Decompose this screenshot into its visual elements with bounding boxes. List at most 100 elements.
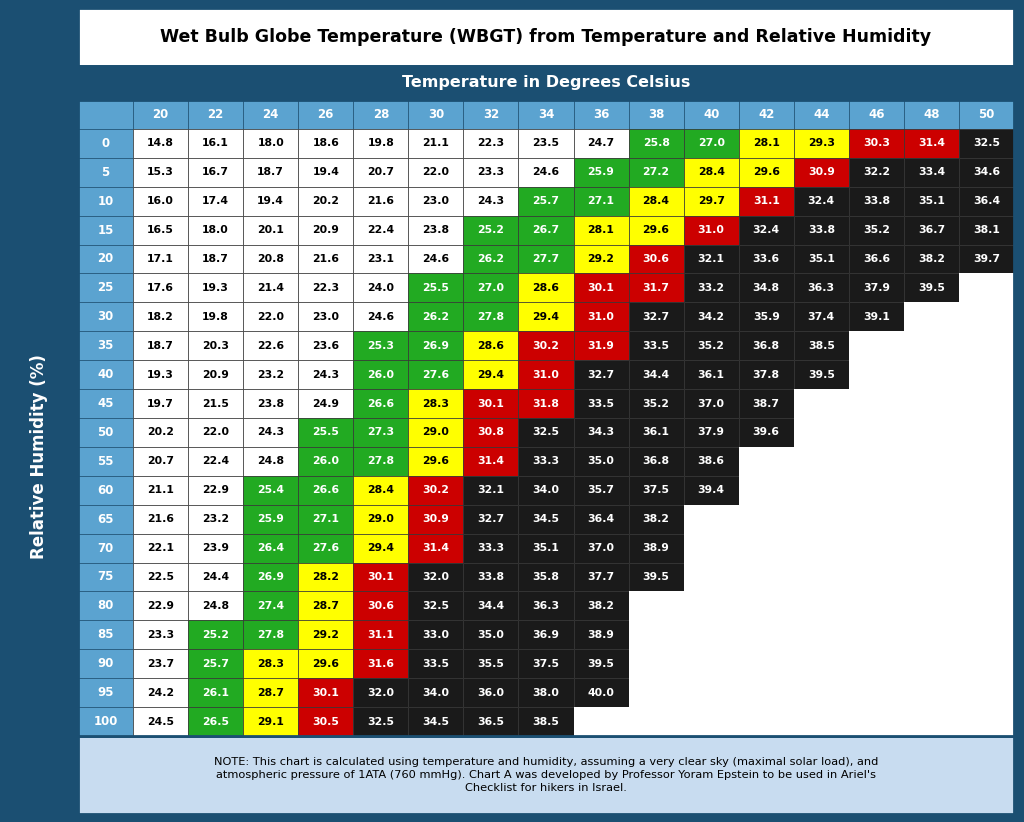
Text: 30.5: 30.5 — [312, 717, 339, 727]
Text: 27.6: 27.6 — [422, 370, 450, 380]
Bar — [78, 649, 133, 678]
Text: 20.9: 20.9 — [312, 225, 339, 235]
Text: 23.8: 23.8 — [422, 225, 450, 235]
Bar — [573, 215, 629, 245]
Bar — [849, 447, 904, 476]
Text: 37.8: 37.8 — [753, 370, 779, 380]
Text: 38.2: 38.2 — [918, 254, 945, 264]
Text: 21.6: 21.6 — [147, 515, 174, 524]
Text: 24.7: 24.7 — [588, 138, 614, 148]
Text: 39.4: 39.4 — [697, 485, 725, 496]
Bar — [849, 418, 904, 447]
Bar — [794, 505, 849, 533]
Text: 34.0: 34.0 — [532, 485, 559, 496]
Text: 31.8: 31.8 — [532, 399, 559, 409]
Bar — [353, 245, 409, 274]
Text: 30: 30 — [97, 311, 114, 323]
Bar — [629, 100, 684, 129]
Bar — [464, 678, 518, 707]
Bar — [464, 418, 518, 447]
Text: 25.9: 25.9 — [257, 515, 284, 524]
Text: 33.3: 33.3 — [477, 543, 505, 553]
Bar — [518, 158, 573, 187]
Text: 39.6: 39.6 — [753, 427, 779, 437]
Bar — [904, 476, 958, 505]
Text: Wet Bulb Globe Temperature (WBGT) from Temperature and Relative Humidity: Wet Bulb Globe Temperature (WBGT) from T… — [161, 28, 932, 46]
Bar — [409, 476, 464, 505]
Text: 32.7: 32.7 — [642, 312, 670, 322]
Text: 23.5: 23.5 — [532, 138, 559, 148]
Text: 80: 80 — [97, 599, 114, 612]
Text: 30: 30 — [428, 108, 444, 121]
Bar — [243, 707, 298, 736]
Bar — [518, 274, 573, 302]
Bar — [849, 215, 904, 245]
Bar — [243, 331, 298, 360]
Bar — [629, 331, 684, 360]
Text: 36.1: 36.1 — [697, 370, 725, 380]
Bar — [188, 360, 243, 389]
Bar — [243, 418, 298, 447]
Text: 38.2: 38.2 — [588, 601, 614, 611]
Bar — [629, 418, 684, 447]
Text: 21.4: 21.4 — [257, 283, 285, 293]
Bar — [133, 505, 188, 533]
Bar — [243, 562, 298, 592]
Text: 39.5: 39.5 — [918, 283, 945, 293]
Bar — [409, 274, 464, 302]
Bar — [409, 678, 464, 707]
Text: 19.3: 19.3 — [147, 370, 174, 380]
Text: 25.9: 25.9 — [588, 167, 614, 178]
Bar — [188, 505, 243, 533]
Bar — [298, 100, 353, 129]
Bar — [188, 418, 243, 447]
Bar — [904, 621, 958, 649]
Text: 21.5: 21.5 — [202, 399, 229, 409]
Bar — [794, 476, 849, 505]
Text: 37.4: 37.4 — [808, 312, 835, 322]
Bar — [188, 678, 243, 707]
Text: 90: 90 — [97, 658, 114, 670]
Bar — [573, 533, 629, 562]
Bar — [684, 621, 738, 649]
Text: 22.9: 22.9 — [202, 485, 229, 496]
Bar — [409, 505, 464, 533]
Bar — [958, 245, 1014, 274]
Bar — [684, 245, 738, 274]
Text: 38.9: 38.9 — [643, 543, 670, 553]
Text: 23.1: 23.1 — [368, 254, 394, 264]
Bar — [298, 505, 353, 533]
Bar — [849, 592, 904, 621]
Text: 25.7: 25.7 — [532, 196, 559, 206]
Text: 37.9: 37.9 — [863, 283, 890, 293]
Bar — [849, 245, 904, 274]
Bar — [243, 505, 298, 533]
Bar — [518, 418, 573, 447]
Bar — [904, 274, 958, 302]
Bar — [298, 245, 353, 274]
Text: 33.5: 33.5 — [643, 341, 670, 351]
Bar — [958, 302, 1014, 331]
Bar — [794, 707, 849, 736]
Text: 32.7: 32.7 — [477, 515, 505, 524]
Bar — [353, 505, 409, 533]
Text: 27.4: 27.4 — [257, 601, 285, 611]
Text: 36.4: 36.4 — [973, 196, 1000, 206]
Bar — [629, 302, 684, 331]
Text: 30.9: 30.9 — [808, 167, 835, 178]
Bar — [464, 187, 518, 215]
Bar — [958, 707, 1014, 736]
Text: 31.1: 31.1 — [368, 630, 394, 640]
Bar — [958, 447, 1014, 476]
Bar — [243, 274, 298, 302]
Bar — [78, 707, 133, 736]
Text: 33.8: 33.8 — [808, 225, 835, 235]
Text: 28.7: 28.7 — [312, 601, 339, 611]
Bar — [573, 592, 629, 621]
Text: 36.9: 36.9 — [532, 630, 559, 640]
Bar — [518, 447, 573, 476]
Bar — [409, 649, 464, 678]
Text: 24.0: 24.0 — [368, 283, 394, 293]
Text: 35.8: 35.8 — [532, 572, 559, 582]
Bar — [133, 331, 188, 360]
